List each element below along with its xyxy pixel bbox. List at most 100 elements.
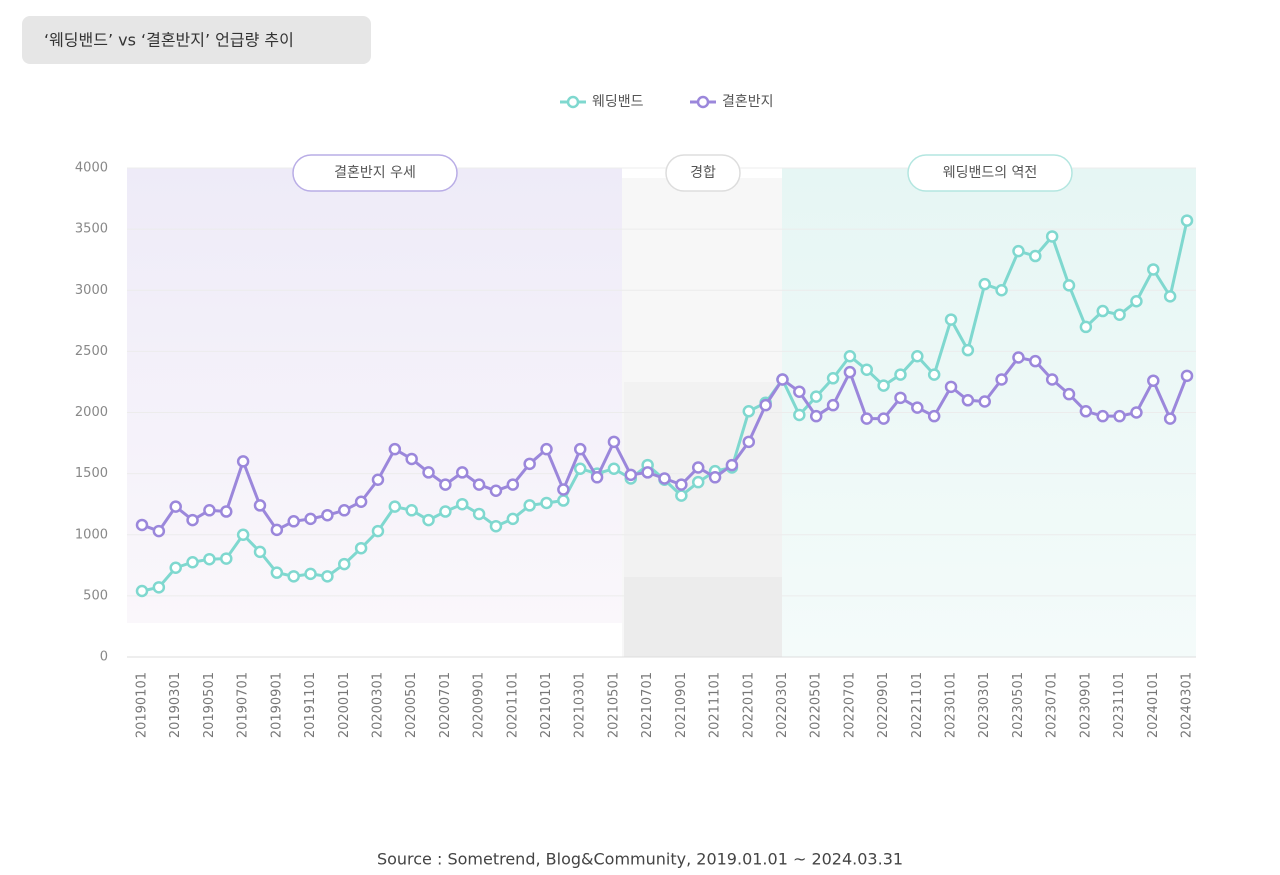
data-point (742, 405, 756, 418)
data-point (472, 507, 486, 521)
x-tick-label: 20190501 (202, 672, 217, 738)
data-point (405, 504, 418, 517)
x-tick-label: 20200501 (404, 672, 419, 738)
data-point (236, 455, 250, 468)
data-point (927, 368, 941, 381)
data-point (860, 412, 874, 425)
data-point (809, 409, 823, 423)
data-point (860, 363, 874, 376)
data-point (590, 471, 604, 484)
y-tick-label: 1000 (75, 527, 108, 542)
x-tick-label: 20201101 (505, 672, 520, 738)
y-tick-label: 500 (83, 588, 108, 603)
data-point (540, 442, 553, 456)
data-point (523, 457, 536, 471)
data-point (691, 461, 705, 474)
y-tick-label: 1500 (75, 466, 108, 481)
data-point (405, 452, 418, 466)
data-point (1147, 374, 1160, 387)
data-point (1079, 320, 1093, 334)
data-point (675, 478, 688, 491)
data-point (877, 379, 890, 392)
data-point (1062, 387, 1076, 401)
data-point (169, 500, 182, 513)
data-point (354, 495, 368, 508)
data-point (321, 508, 334, 522)
data-point (489, 484, 503, 497)
data-point (675, 489, 688, 502)
data-point (371, 524, 385, 538)
data-point (506, 512, 520, 526)
data-point (321, 570, 334, 583)
annotation-box (907, 154, 1073, 192)
data-point (843, 365, 857, 379)
data-point (691, 475, 705, 489)
x-tick-label: 20220501 (809, 672, 824, 738)
data-point (759, 398, 772, 412)
data-point (911, 350, 924, 363)
data-point (304, 567, 317, 581)
x-tick-label: 20210901 (674, 672, 689, 738)
y-tick-label: 4000 (75, 161, 108, 176)
data-point (186, 556, 199, 569)
data-point (304, 512, 317, 526)
x-tick-label: 20230301 (977, 672, 992, 738)
data-point (1062, 279, 1076, 292)
data-point (169, 561, 182, 575)
x-tick-label: 20231101 (1112, 672, 1127, 738)
source: Source : Sometrend, Blog&Community, 2019… (377, 850, 903, 869)
y-tick-label: 0 (100, 650, 108, 665)
data-point (439, 505, 452, 518)
annotation: 결혼반지 우세 (334, 165, 416, 181)
legend-label: 웨딩밴드 (592, 94, 644, 110)
x-tick-label: 20190101 (135, 672, 150, 738)
x-tick-label: 20240301 (1180, 672, 1195, 738)
data-point (455, 466, 469, 479)
data-point (793, 408, 806, 422)
x-tick-label: 20210501 (606, 672, 621, 738)
data-point (152, 581, 166, 594)
data-point (203, 552, 216, 566)
data-point (135, 584, 149, 598)
x-tick-label: 20210701 (640, 672, 655, 738)
data-point (911, 401, 924, 414)
data-point (455, 497, 469, 511)
data-point (557, 483, 570, 496)
chart-title: ‘웨딩밴드’ vs ‘결혼반지’ 언급량 추이 (44, 31, 294, 50)
data-point (995, 373, 1008, 386)
data-point (826, 372, 840, 385)
data-point (270, 566, 284, 579)
data-point (843, 350, 857, 363)
data-point (1130, 406, 1143, 419)
data-point (338, 557, 351, 571)
data-point (607, 462, 621, 475)
data-point (1113, 308, 1126, 321)
data-point (624, 468, 638, 482)
x-tick-label: 20200301 (370, 672, 385, 738)
data-point (573, 462, 587, 475)
data-point (961, 343, 975, 357)
y-tick-label: 3000 (75, 283, 108, 298)
y-tick-label: 2500 (75, 344, 108, 359)
data-point (1029, 249, 1042, 263)
data-point (220, 505, 233, 518)
data-point (472, 478, 486, 491)
data-point (573, 442, 587, 456)
data-point (776, 373, 789, 386)
x-tick-label: 20211101 (708, 672, 723, 738)
data-point (1180, 214, 1194, 227)
annotation: 웨딩밴드의 역전 (943, 165, 1038, 181)
annotation-box (292, 154, 458, 192)
data-point (371, 473, 385, 486)
data-point (826, 398, 840, 412)
data-point (540, 496, 553, 510)
y-tick-label: 3500 (75, 222, 108, 237)
x-tick-label: 20190301 (168, 672, 183, 738)
data-point (489, 519, 503, 533)
data-point (961, 394, 975, 407)
annotation: 경합 (690, 165, 716, 181)
x-tick-label: 20230901 (1078, 672, 1093, 738)
data-point (877, 412, 890, 425)
